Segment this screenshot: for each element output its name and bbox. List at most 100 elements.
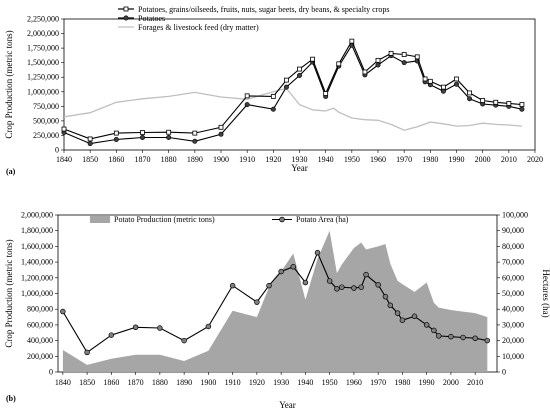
data-point-a-circle <box>283 84 289 90</box>
area-data-point <box>266 282 272 289</box>
y2-axis-title-b: Hectares (ha) <box>541 269 550 317</box>
data-point-a-square <box>441 84 446 90</box>
y-axis-title-b: Crop Production (metric tons) <box>4 239 14 347</box>
area-data-point <box>108 332 115 338</box>
area-data-point <box>229 282 236 289</box>
data-point-a-square <box>422 76 428 82</box>
x-tick-label-b: 1910 <box>225 378 241 387</box>
data-point-a-square <box>284 77 289 83</box>
data-point-a-square <box>297 66 302 72</box>
area-data-point <box>448 333 454 340</box>
area-data-point <box>314 249 321 256</box>
y-tick-label-b: 0 <box>49 368 53 377</box>
area-data-point <box>399 317 406 323</box>
panel-label-a: (a) <box>6 167 16 176</box>
area-data-point <box>363 271 369 278</box>
x-axis-title-b: Year <box>279 400 296 410</box>
x-tick-label-a: 2000 <box>475 155 491 164</box>
legend-label-a: Potatoes <box>138 14 165 23</box>
data-point-a-circle <box>244 102 250 108</box>
x-tick-label-b: 1970 <box>370 378 386 387</box>
data-point-a-square <box>362 69 368 75</box>
y2-tick-label-b: 90,000 <box>502 226 524 235</box>
y-tick-label-a: 500,000 <box>33 116 59 125</box>
data-point-a-circle <box>453 81 459 87</box>
data-point-a-circle <box>166 134 172 140</box>
data-point-a-circle <box>140 134 146 140</box>
y2-tick-label-b: 50,000 <box>502 289 524 298</box>
area-data-point <box>382 293 389 300</box>
area-data-point <box>60 308 66 315</box>
y-tick-label-b: 200,000 <box>27 352 53 361</box>
data-point-a-circle <box>401 60 407 66</box>
legend-marker-a <box>123 6 129 12</box>
legend-label-area: Potato Area (ha) <box>296 215 349 224</box>
x-tick-label-a: 2010 <box>501 155 517 164</box>
y2-tick-label-b: 20,000 <box>502 336 524 345</box>
legend-label-production: Potato Production (metric tons) <box>114 215 215 224</box>
data-point-a-square <box>113 130 119 136</box>
x-tick-label-b: 1960 <box>346 378 362 387</box>
data-point-a-circle <box>440 88 446 94</box>
y2-tick-label-b: 30,000 <box>502 320 524 329</box>
x-tick-label-a: 1850 <box>82 155 98 164</box>
y-tick-label-a: 1,750,000 <box>27 44 59 53</box>
y2-tick-label-b: 60,000 <box>502 273 524 282</box>
x-tick-label-a: 1990 <box>449 155 465 164</box>
data-point-a-square <box>506 101 512 106</box>
y-tick-label-b: 1,000,000 <box>21 289 53 298</box>
x-tick-label-a: 1890 <box>187 155 203 164</box>
x-tick-label-b: 1870 <box>128 378 144 387</box>
y-tick-label-b: 1,200,000 <box>21 273 53 282</box>
area-data-point <box>358 284 364 290</box>
area-data-point <box>181 337 187 344</box>
plot-area-a <box>63 18 536 151</box>
x-tick-label-b: 1890 <box>176 378 192 387</box>
area-data-point <box>394 310 401 316</box>
area-data-point <box>387 302 394 309</box>
area-data-point <box>302 279 309 286</box>
y-tick-label-a: 0 <box>55 146 59 155</box>
y-tick-label-b: 600,000 <box>27 320 53 329</box>
y-tick-label-a: 750,000 <box>33 102 59 111</box>
series-line-a-0 <box>63 39 522 140</box>
y2-tick-label-b: 100,000 <box>502 211 528 220</box>
y-tick-label-a: 2,250,000 <box>27 15 59 24</box>
area-data-point <box>326 278 333 284</box>
data-point-a-circle <box>113 137 119 143</box>
x-tick-label-a: 1920 <box>265 155 281 164</box>
legend-marker-area <box>279 216 285 223</box>
data-point-a-circle <box>218 131 224 137</box>
data-point-a-circle <box>519 106 525 112</box>
x-tick-label-b: 1990 <box>419 378 435 387</box>
y-axis-title-a: Crop Production (metric tons) <box>4 30 14 138</box>
area-data-point <box>472 335 478 341</box>
y-tick-label-b: 1,400,000 <box>21 258 53 267</box>
area-data-point <box>278 268 284 275</box>
x-tick-label-b: 1920 <box>249 378 265 387</box>
data-point-a-square <box>375 57 381 63</box>
y2-tick-label-b: 70,000 <box>502 258 524 267</box>
x-tick-label-a: 1860 <box>108 155 124 164</box>
y-tick-label-b: 2,000,000 <box>21 211 53 220</box>
area-data-point <box>423 322 430 328</box>
panel-a: 0 250,000 500,000 750,000 1,000,000 1,250,000… <box>4 5 543 176</box>
legend-marker-a <box>123 15 129 21</box>
area-data-point <box>84 349 90 356</box>
x-tick-label-b: 1930 <box>273 378 289 387</box>
x-tick-label-a: 1840 <box>56 155 72 164</box>
x-tick-label-a: 1870 <box>135 155 151 164</box>
x-tick-label-b: 1850 <box>79 378 95 387</box>
x-tick-label-a: 1970 <box>396 155 412 164</box>
legend-label-a: Potatoes, grains/oilseeds, fruits, nuts,… <box>138 5 390 14</box>
data-point-a-square <box>323 91 329 96</box>
data-point-a-circle <box>192 138 198 144</box>
data-point-a-circle <box>467 96 473 102</box>
x-tick-label-a: 1960 <box>370 155 386 164</box>
data-point-a-square <box>310 56 315 62</box>
production-area <box>62 230 488 372</box>
x-axis-title-a: Year <box>291 163 308 173</box>
y2-tick-label-b: 0 <box>502 368 506 377</box>
data-point-a-square <box>388 50 394 56</box>
y-tick-label-b: 800,000 <box>27 305 53 314</box>
